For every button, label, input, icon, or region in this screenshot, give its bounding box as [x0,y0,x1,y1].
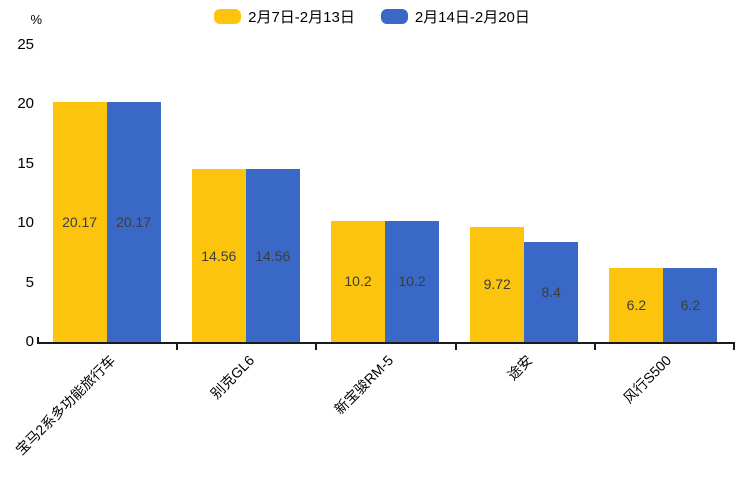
x-axis-category-label: 风行S500 [620,352,675,407]
legend-label-week2: 2月14日-2月20日 [414,9,530,26]
y-axis-tick-label: 20 [17,95,34,113]
legend-swatch-week1-icon [214,9,242,24]
x-axis-category-label: 宝马2系多功能旅行车 [12,352,118,458]
x-axis-category-label: 途安 [504,352,536,384]
y-axis-tick-label: 0 [25,333,34,350]
x-axis-tick [593,344,596,350]
x-axis-tick [176,344,179,350]
x-axis-category-label: 别克GL6 [207,352,258,402]
x-axis-tick [733,344,735,350]
bar-value-label: 8.4 [541,284,561,301]
bar-value-label: 9.72 [483,276,511,293]
bar-2月14日-2月20日-别克GL6 [245,169,300,342]
legend-item-week2[interactable]: 2月14日-2月20日 [380,6,530,27]
legend: 2月7日-2月13日 2月14日-2月20日 [0,6,744,27]
bar-2月7日-2月13日-途安 [470,226,525,342]
bar-value-label: 10.2 [344,273,372,290]
y-axis-tick-label: 5 [25,273,34,291]
bar-value-label: 20.17 [116,214,152,231]
legend-swatch-week2-icon [380,9,408,24]
bar-value-label: 14.56 [201,247,237,264]
x-axis-line [37,342,735,344]
bar-2月14日-2月20日-途安 [524,242,579,342]
bar-value-label: 6.2 [680,297,701,314]
y-axis-tick-label: 25 [17,36,34,53]
legend-label-week1: 2月7日-2月13日 [248,9,355,26]
bar-2月14日-2月20日-宝马2系多功能旅行车 [106,102,161,342]
y-axis-unit-label: % [30,12,42,27]
legend-item-week1[interactable]: 2月7日-2月13日 [214,6,355,27]
y-axis-tick-label: 10 [17,214,34,232]
bar-2月14日-2月20日-新宝骏RM-5 [385,220,439,342]
bar-value-label: 6.2 [626,297,647,314]
bar-2月7日-2月13日-别克GL6 [191,169,246,342]
bar-2月7日-2月13日-风行S500 [609,268,664,342]
bar-2月14日-2月20日-风行S500 [663,268,718,342]
bar-value-label: 20.17 [62,214,98,231]
y-axis-tick-label: 15 [17,154,34,172]
x-axis-category-label: 新宝骏RM-5 [331,352,397,418]
x-axis-tick [454,344,457,350]
bar-2月7日-2月13日-新宝骏RM-5 [331,220,385,342]
y-axis-stub [37,337,39,342]
x-axis-tick [315,344,318,350]
bar-2月7日-2月13日-宝马2系多功能旅行车 [52,102,107,342]
bar-value-label: 14.56 [255,247,291,264]
bar-value-label: 10.2 [398,273,426,290]
